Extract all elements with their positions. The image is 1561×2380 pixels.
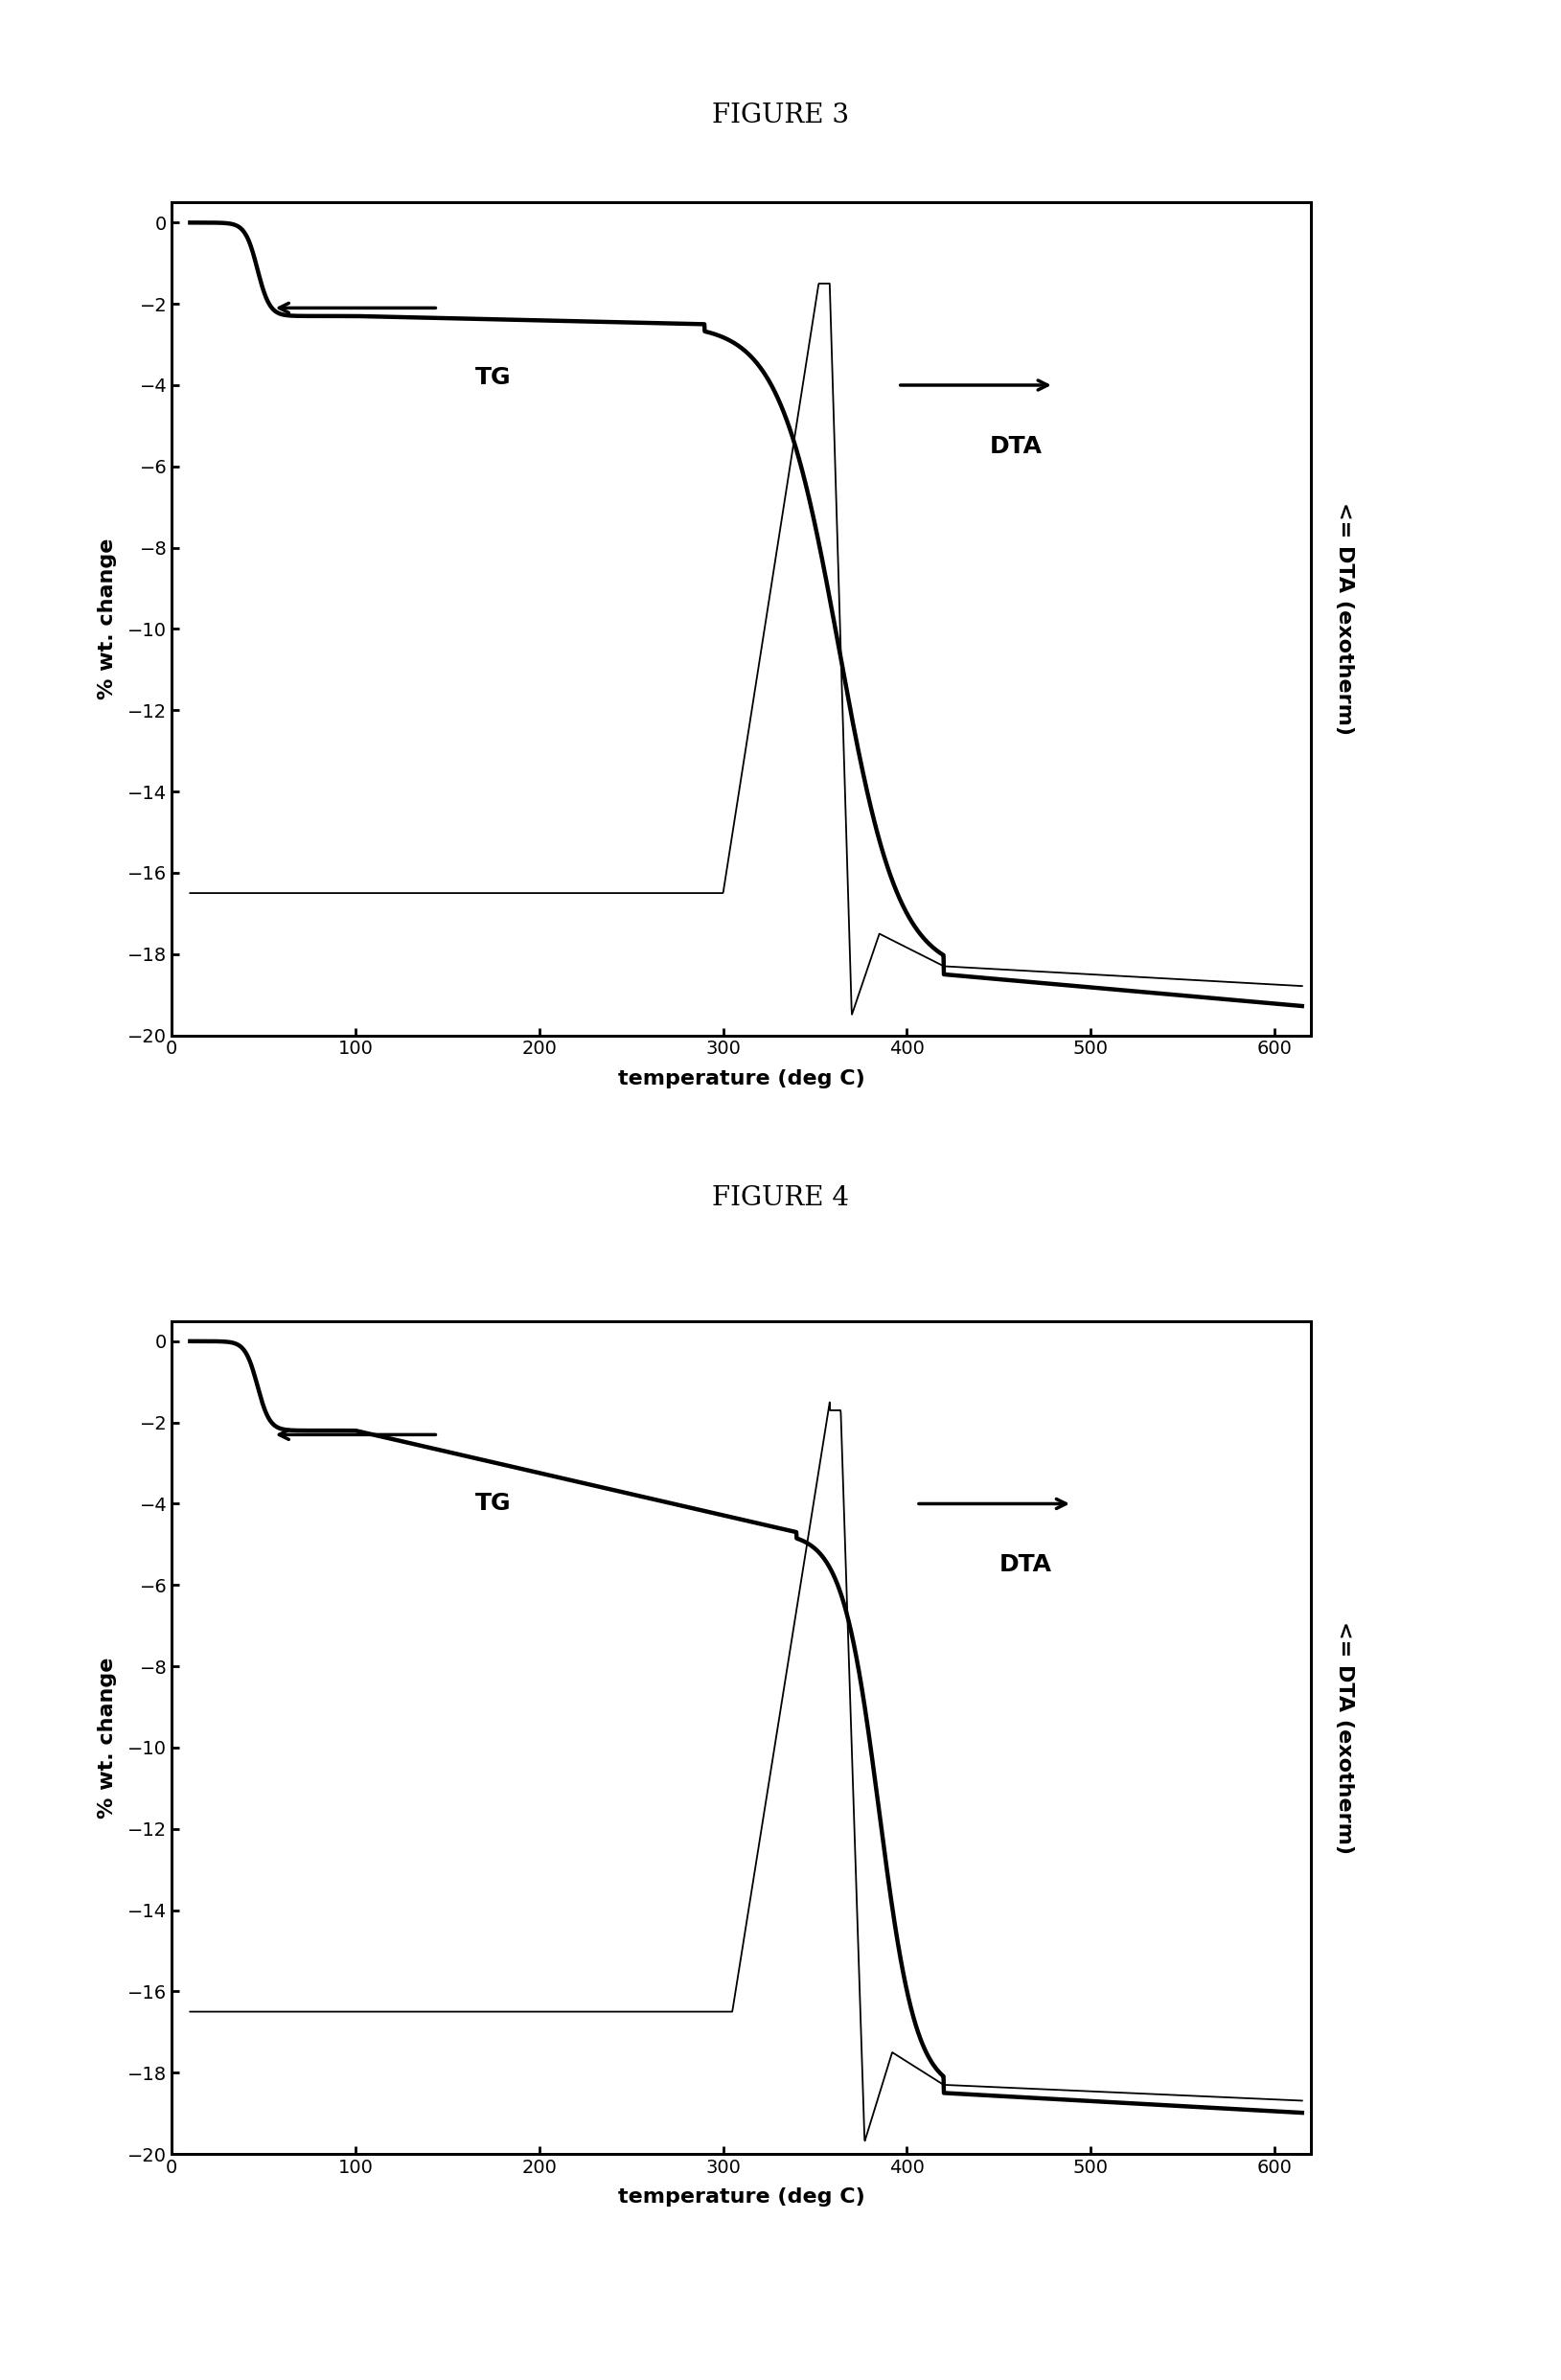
- Text: DTA: DTA: [999, 1554, 1052, 1576]
- Y-axis label: % wt. change: % wt. change: [98, 1656, 117, 1818]
- X-axis label: temperature (deg C): temperature (deg C): [618, 2187, 865, 2206]
- Text: FIGURE 4: FIGURE 4: [712, 1185, 849, 1211]
- Text: DTA: DTA: [990, 436, 1043, 457]
- Y-axis label: % wt. change: % wt. change: [98, 538, 117, 700]
- Y-axis label: <= DTA (exotherm): <= DTA (exotherm): [1335, 502, 1355, 735]
- X-axis label: temperature (deg C): temperature (deg C): [618, 1069, 865, 1088]
- Y-axis label: <= DTA (exotherm): <= DTA (exotherm): [1335, 1621, 1355, 1854]
- Text: FIGURE 3: FIGURE 3: [712, 102, 849, 129]
- Text: TG: TG: [475, 1492, 510, 1516]
- Text: TG: TG: [475, 367, 510, 388]
